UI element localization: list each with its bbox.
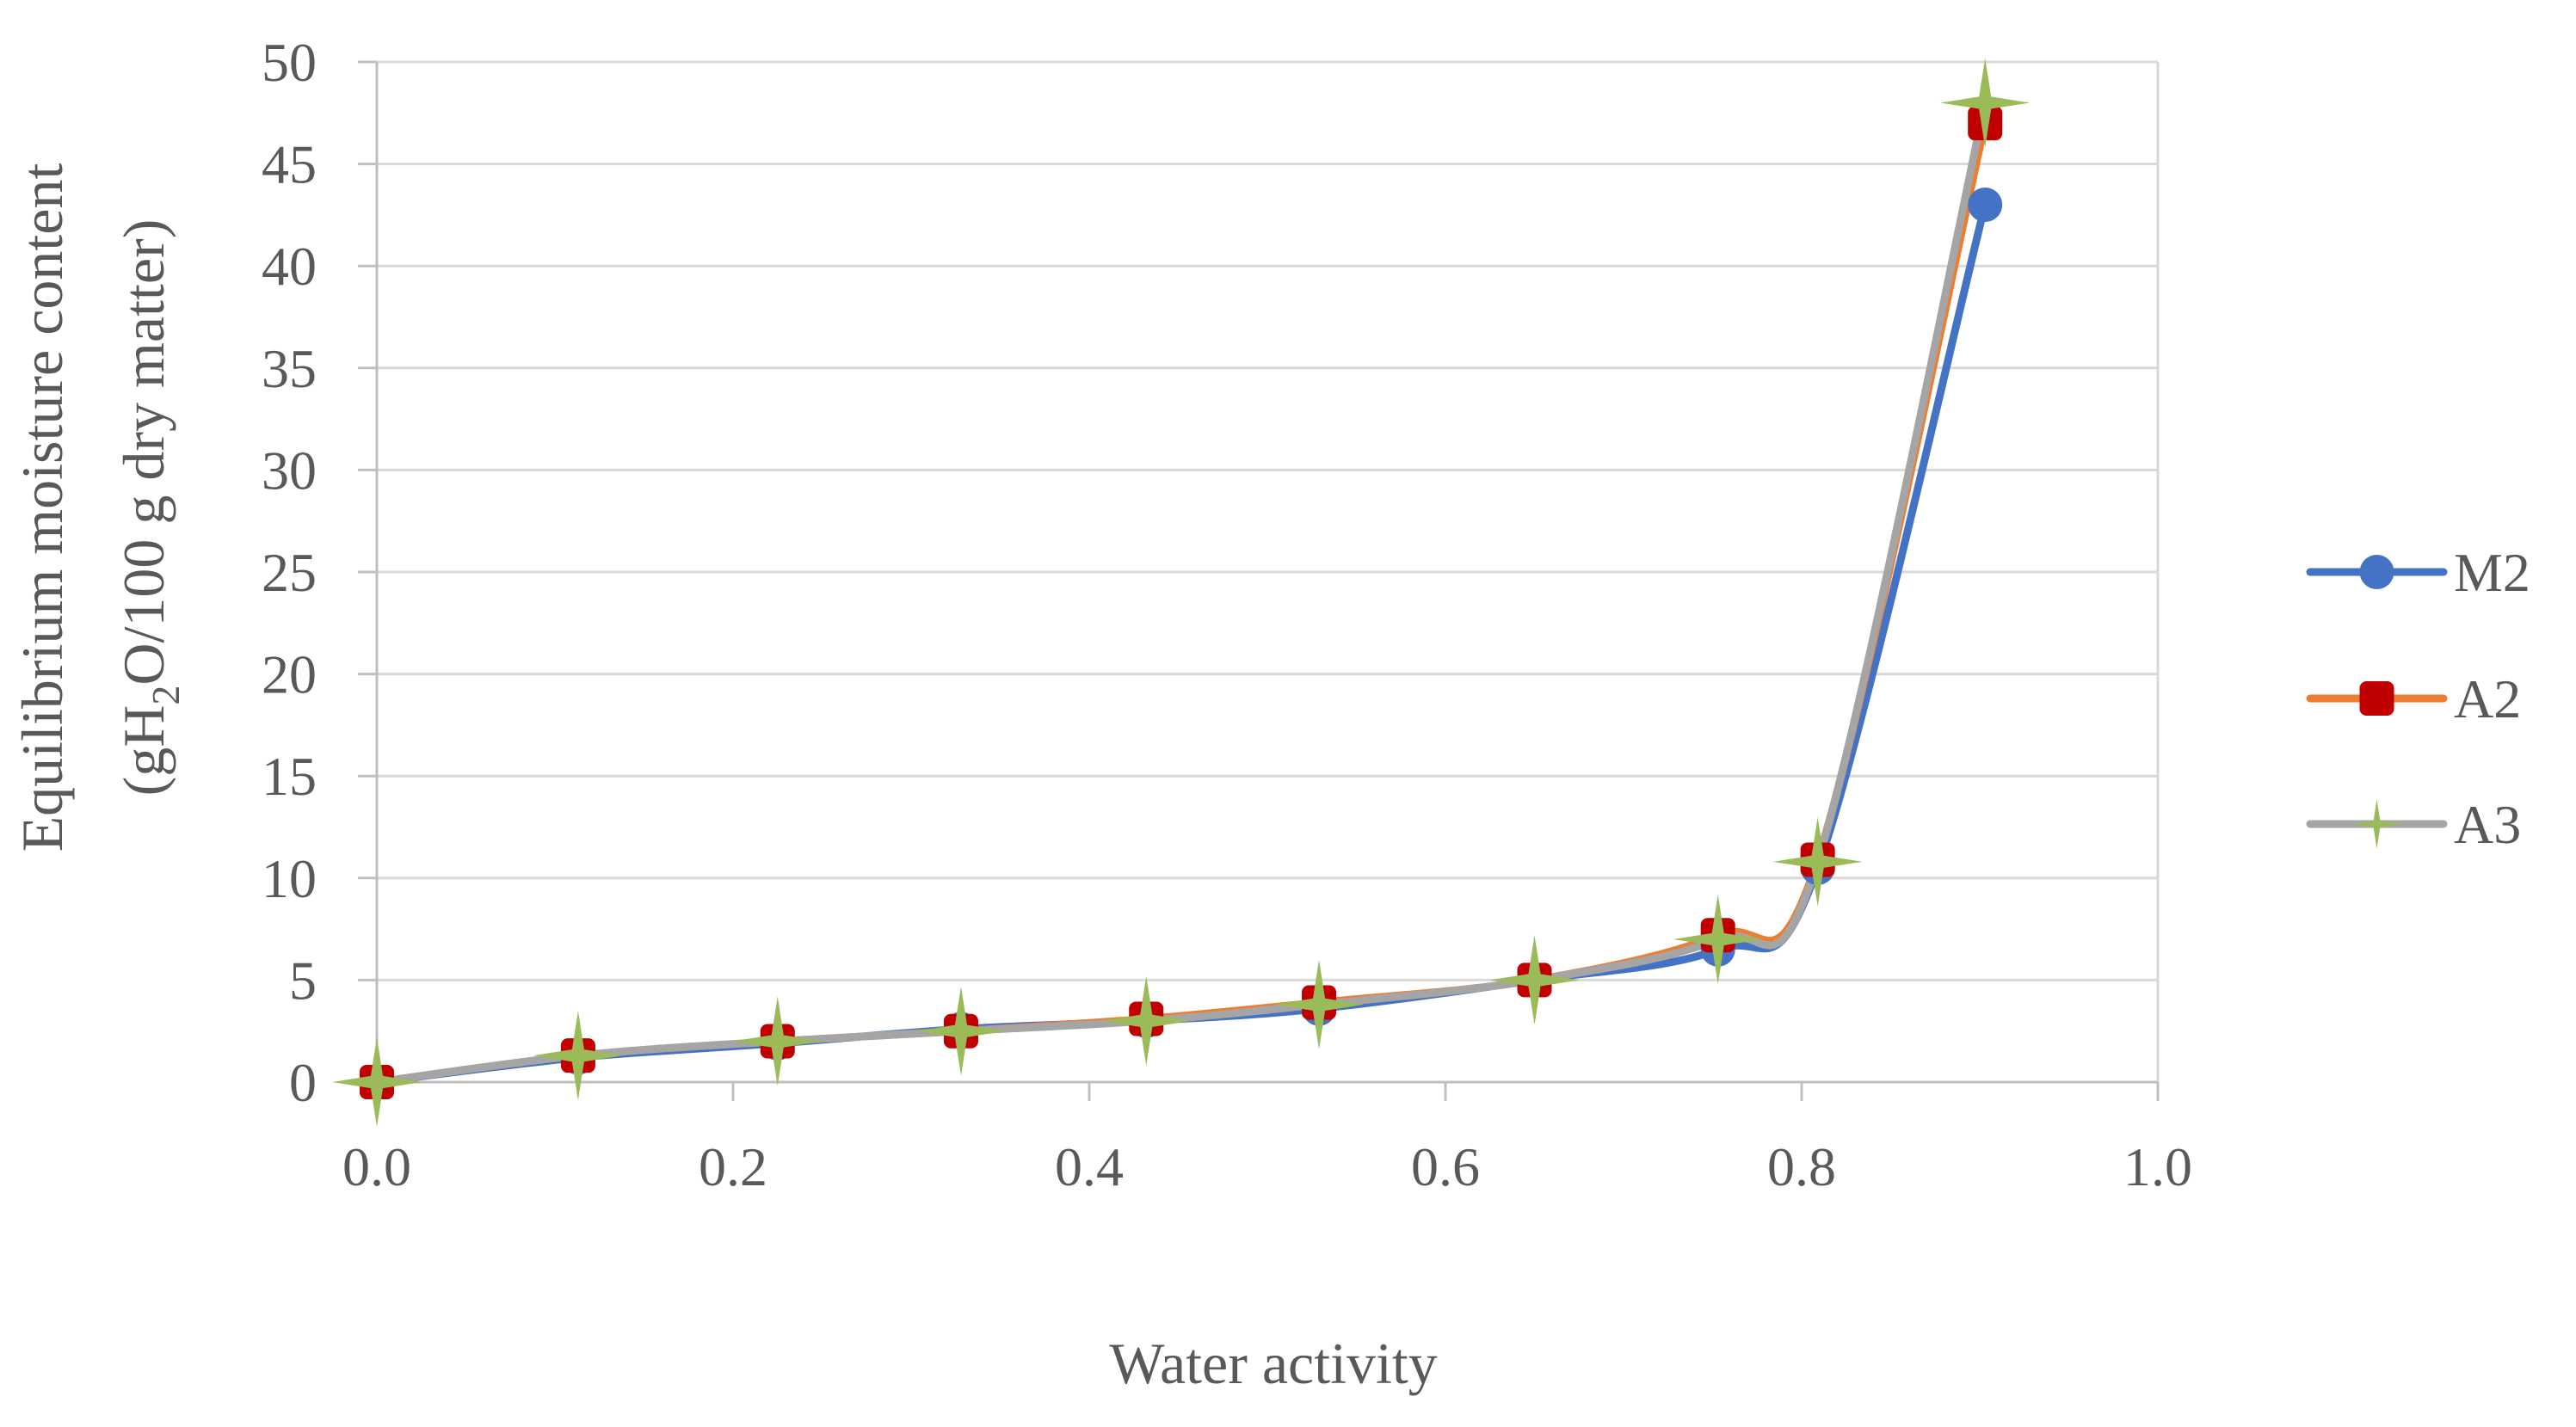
y-axis-title: Equilibrium moisture content (gH2O/100 g… [9,163,188,852]
data-point-A3 [533,1011,623,1101]
y-tick-label: 45 [262,134,317,195]
x-tick-label: 0.2 [699,1136,767,1197]
data-point-A3 [915,986,1006,1076]
y-axis-title-line1: Equilibrium moisture content [9,163,75,852]
data-point-A3 [732,996,823,1086]
x-tick-label: 0.6 [1411,1136,1480,1197]
legend-marker-A3 [2351,799,2402,849]
x-tick-label: 0.4 [1055,1136,1124,1197]
data-point-A3 [332,1037,422,1127]
x-axis-title: Water activity [1109,1331,1438,1396]
data-point-A3 [1940,58,2031,148]
y-tick-label: 15 [262,746,317,807]
grid-layer [377,60,2160,1082]
data-point-A3 [1101,975,1192,1066]
axis-layer: 0 5 10 15 20 25 30 35 40 45 50 0.0 0.2 0.4 0.6 0.8 1.0 [262,32,2192,1197]
y-tick-label: 10 [262,848,317,909]
data-point-A3 [1489,935,1580,1025]
x-tick-label: 1.0 [2123,1136,2192,1197]
marker-layer [332,58,2031,1127]
legend-item-M2: M2 [2306,542,2530,603]
y-tick-label: 35 [262,338,317,399]
data-point-A3 [1772,816,1863,907]
data-point-M2 [1968,188,2003,223]
legend-label-A3: A3 [2454,794,2521,855]
data-point-A3 [1274,959,1365,1049]
legend-item-A2: A2 [2306,668,2521,729]
legend: M2 A2 A3 [2306,542,2530,855]
legend-marker-M2 [2359,555,2394,589]
y-tick-label: 40 [262,236,317,297]
legend-label-A2: A2 [2454,668,2521,729]
legend-marker-A2 [2359,681,2394,716]
y-tick-label: 5 [289,950,317,1011]
y-tick-label: 20 [262,644,317,705]
y-tick-label: 0 [289,1052,317,1113]
x-tick-label: 0.0 [342,1136,411,1197]
legend-item-A3: A3 [2306,794,2521,855]
legend-label-M2: M2 [2454,542,2530,603]
y-tick-label: 30 [262,440,317,501]
x-tick-label: 0.8 [1767,1136,1836,1197]
y-axis-title-line2: (gH2O/100 g dry matter) [111,219,188,797]
y-tick-label: 50 [262,32,317,93]
data-point-A3 [1673,894,1763,984]
y-tick-label: 25 [262,542,317,603]
